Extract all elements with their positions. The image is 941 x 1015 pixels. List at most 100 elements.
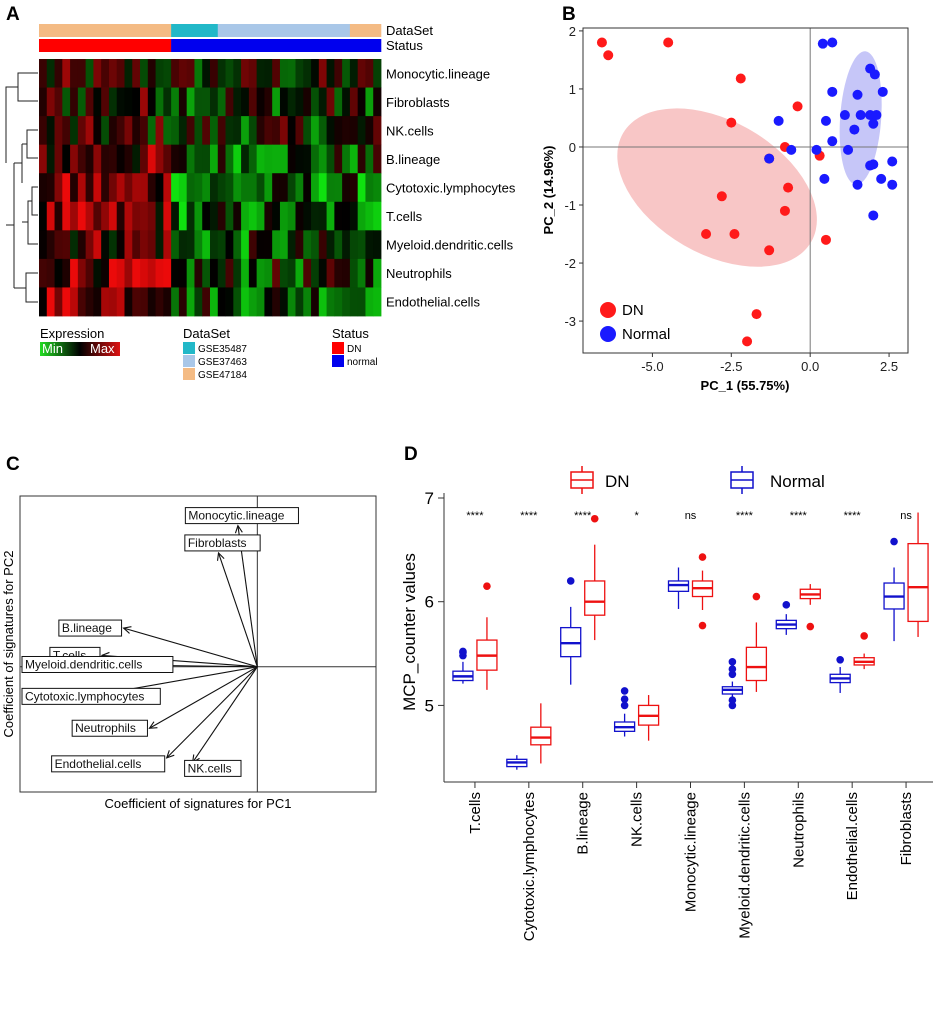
heatmap-cell — [349, 144, 359, 174]
heatmap-cell — [248, 144, 258, 174]
heatmap-cell — [256, 258, 265, 288]
box-x-tick-label: T.cells — [467, 792, 484, 834]
heatmap-cell — [225, 144, 234, 174]
box-outlier — [620, 687, 629, 695]
pca-point-dn — [603, 50, 614, 61]
pca-y-tick-label: 0 — [569, 140, 576, 155]
pca-x-tick-label: 0.0 — [801, 359, 819, 374]
legend-status-label-normal: normal — [347, 357, 378, 368]
heatmap-cell — [279, 87, 289, 117]
heatmap-cell — [373, 230, 382, 260]
heatmap-cell — [178, 59, 188, 88]
heatmap-cell — [342, 87, 351, 117]
heatmap-cell — [171, 287, 180, 317]
heatmap-cell — [202, 287, 211, 317]
heatmap-cell — [233, 201, 242, 231]
box-outlier — [890, 537, 898, 546]
biplot-label: Monocytic.lineage — [188, 509, 284, 523]
heatmap-cell — [140, 287, 149, 317]
pca-point-normal — [839, 110, 850, 121]
heatmap-cell — [85, 201, 94, 231]
heatmap-cell — [357, 173, 366, 203]
biplot-arrow-line — [217, 552, 258, 667]
heatmap-cell — [46, 116, 55, 146]
heatmap-cell — [62, 258, 71, 288]
legend-expression-min: Min — [42, 341, 63, 356]
heatmap-cell — [272, 258, 281, 288]
heatmap-cell — [272, 144, 281, 174]
heatmap-cell — [163, 287, 172, 317]
heatmap-cell — [132, 287, 141, 317]
heatmap-cell — [108, 144, 118, 174]
heatmap-row-label: NK.cells — [386, 123, 434, 138]
pca-x-tick-label: 2.5 — [880, 359, 898, 374]
heatmap-cell — [93, 230, 102, 260]
heatmap-cell — [178, 287, 188, 317]
heatmap-cell — [318, 201, 327, 231]
heatmap-cell — [147, 258, 156, 288]
biplot-arrow-line — [166, 666, 258, 759]
pca-point-normal — [887, 156, 898, 167]
heatmap-cell — [365, 230, 374, 260]
heatmap-cell — [303, 287, 312, 317]
heatmap-cell — [70, 144, 79, 174]
status-annotation-bar — [39, 39, 172, 52]
boxplot-panel: DN Normal **** **** **** * ns **** **** **** ns … — [400, 466, 933, 941]
heatmap-cell — [39, 59, 48, 88]
heatmap-cell — [147, 230, 156, 260]
heatmap-cell — [39, 173, 48, 203]
heatmap-cell — [326, 230, 335, 260]
pca-zero-lines — [583, 28, 908, 353]
heatmap-cell — [85, 173, 94, 203]
legend-expression-title: Expression — [40, 326, 104, 341]
heatmap-cell — [217, 116, 226, 146]
heatmap-cell — [334, 116, 343, 146]
heatmap-cell — [303, 144, 312, 174]
heatmap-cell — [132, 87, 141, 117]
biplot-label-box — [184, 534, 261, 552]
heatmap-cell — [264, 258, 273, 288]
heatmap-cell — [202, 258, 211, 288]
heatmap-cells — [39, 59, 382, 317]
pca-point-dn — [764, 245, 775, 256]
pca-x-tick-label: -5.0 — [641, 359, 663, 374]
heatmap-cell — [77, 287, 87, 317]
legend-dataset-swatch-1 — [183, 342, 195, 354]
pca-point-dn — [779, 205, 790, 216]
heatmap-cell — [342, 201, 351, 231]
heatmap-cell — [256, 87, 265, 117]
box-x-tick-label: B.lineage — [575, 792, 592, 855]
legend-dataset-title: DataSet — [183, 326, 230, 341]
heatmap-cell — [178, 144, 188, 174]
box-outlier — [698, 621, 707, 630]
heatmap-cell — [101, 116, 110, 146]
heatmap-cell — [279, 287, 289, 317]
heatmap-cell — [217, 287, 226, 317]
heatmap-cell — [46, 144, 55, 174]
heatmap-cell — [264, 201, 273, 231]
heatmap-cell — [210, 258, 219, 288]
biplot-panel: Monocytic.lineageFibroblastsB.lineageT.c… — [1, 495, 377, 811]
heatmap-cell — [256, 59, 265, 88]
heatmap-cell — [272, 230, 281, 260]
heatmap-cell — [132, 144, 141, 174]
heatmap-cell — [194, 230, 203, 260]
heatmap-cell — [342, 173, 351, 203]
heatmap-cell — [303, 87, 312, 117]
heatmap-cell — [93, 59, 102, 88]
pca-y-tick-label: -1 — [564, 198, 576, 213]
heatmap-cell — [85, 87, 94, 117]
heatmap-cell — [248, 258, 258, 288]
heatmap-cell — [256, 144, 265, 174]
significance-label: **** — [520, 510, 538, 522]
heatmap-cell — [264, 144, 273, 174]
heatmap-cell — [93, 116, 102, 146]
heatmap-cell — [54, 59, 63, 88]
heatmap-row-label: Monocytic.lineage — [386, 66, 490, 81]
box-outlier — [590, 514, 599, 523]
box-dn — [745, 646, 768, 682]
heatmap-cell — [311, 87, 320, 117]
heatmap-cell — [295, 173, 304, 203]
heatmap-cell — [318, 59, 327, 88]
heatmap-cell — [256, 201, 265, 231]
